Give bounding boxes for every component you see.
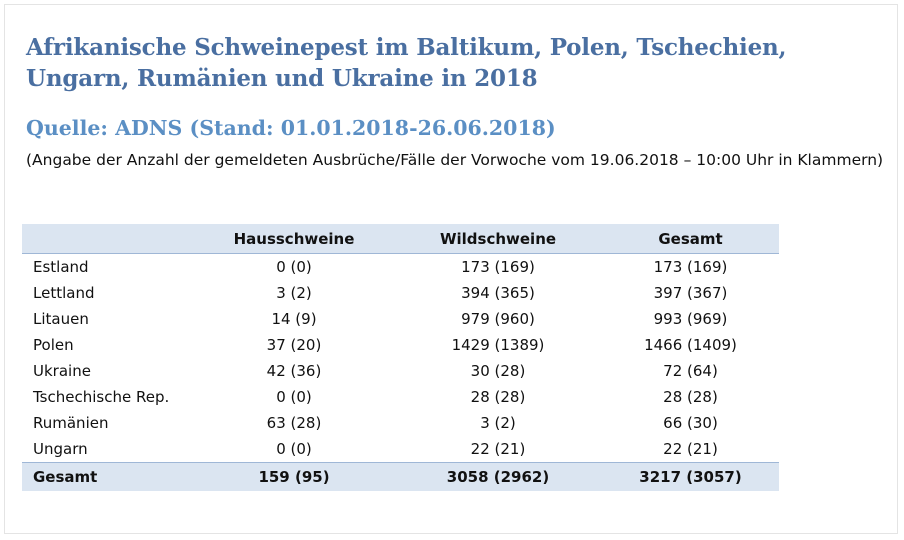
table-row: Litauen 14 (9) 979 (960) 993 (969) [22, 306, 779, 332]
hausschweine-cell: 0 (0) [276, 388, 312, 406]
wildschweine-cell: 979 (960) [461, 310, 535, 328]
gesamt-cell: 993 (969) [653, 310, 728, 328]
table-header-row: Hausschweine Wildschweine Gesamt [22, 224, 779, 254]
hausschweine-cell: 63 (28) [266, 414, 322, 432]
table-row: Rumänien 63 (28) 3 (2) 66 (30) [22, 410, 779, 436]
gesamt-cell: 22 (21) [663, 440, 718, 458]
gesamt-cell: 28 (28) [663, 388, 718, 406]
country-cell: Rumänien [33, 414, 109, 432]
source-line: Quelle: ADNS (Stand: 01.01.2018-26.06.20… [26, 116, 556, 140]
gesamt-cell: 397 (367) [653, 284, 728, 302]
country-cell: Lettland [33, 284, 95, 302]
header-hausschweine: Hausschweine [194, 224, 394, 254]
hausschweine-cell: 14 (9) [271, 310, 317, 328]
total-gesamt-cell: 3217 (3057) [602, 462, 779, 491]
country-cell: Litauen [33, 310, 89, 328]
hausschweine-cell: 37 (20) [266, 336, 322, 354]
table-row: Tschechische Rep. 0 (0) 28 (28) 28 (28) [22, 384, 779, 410]
gesamt-cell: 1466 (1409) [644, 336, 737, 354]
total-hausschweine-cell: 159 (95) [194, 462, 394, 491]
table-row: Lettland 3 (2) 394 (365) 397 (367) [22, 280, 779, 306]
wildschweine-cell: 173 (169) [461, 258, 535, 276]
country-cell: Estland [33, 258, 89, 276]
wildschweine-cell: 28 (28) [470, 388, 526, 406]
wildschweine-cell: 394 (365) [461, 284, 535, 302]
table-row: Polen 37 (20) 1429 (1389) 1466 (1409) [22, 332, 779, 358]
outbreak-table: Hausschweine Wildschweine Gesamt Estland… [22, 224, 779, 491]
table-total-row: Gesamt 159 (95) 3058 (2962) 3217 (3057) [22, 462, 779, 491]
header-country [22, 224, 194, 254]
wildschweine-cell: 30 (28) [470, 362, 526, 380]
gesamt-cell: 173 (169) [653, 258, 728, 276]
header-wildschweine: Wildschweine [394, 224, 602, 254]
hausschweine-cell: 0 (0) [276, 258, 312, 276]
gesamt-cell: 66 (30) [663, 414, 718, 432]
wildschweine-cell: 3 (2) [480, 414, 516, 432]
document-frame [4, 4, 898, 534]
hausschweine-cell: 0 (0) [276, 440, 312, 458]
hausschweine-cell: 42 (36) [266, 362, 322, 380]
country-cell: Tschechische Rep. [33, 388, 170, 406]
table-row: Ukraine 42 (36) 30 (28) 72 (64) [22, 358, 779, 384]
gesamt-cell: 72 (64) [663, 362, 718, 380]
country-cell: Polen [33, 336, 74, 354]
document-title: Afrikanische Schweinepest im Baltikum, P… [26, 34, 787, 92]
table-row: Estland 0 (0) 173 (169) 173 (169) [22, 254, 779, 281]
total-label-cell: Gesamt [22, 462, 194, 491]
country-cell: Ukraine [33, 362, 91, 380]
wildschweine-cell: 22 (21) [470, 440, 526, 458]
country-cell: Ungarn [33, 440, 88, 458]
hausschweine-cell: 3 (2) [276, 284, 312, 302]
wildschweine-cell: 1429 (1389) [451, 336, 545, 354]
note-text: (Angabe der Anzahl der gemeldeten Ausbrü… [26, 151, 884, 169]
total-wildschweine-cell: 3058 (2962) [394, 462, 602, 491]
table-row: Ungarn 0 (0) 22 (21) 22 (21) [22, 436, 779, 463]
header-gesamt: Gesamt [602, 224, 779, 254]
